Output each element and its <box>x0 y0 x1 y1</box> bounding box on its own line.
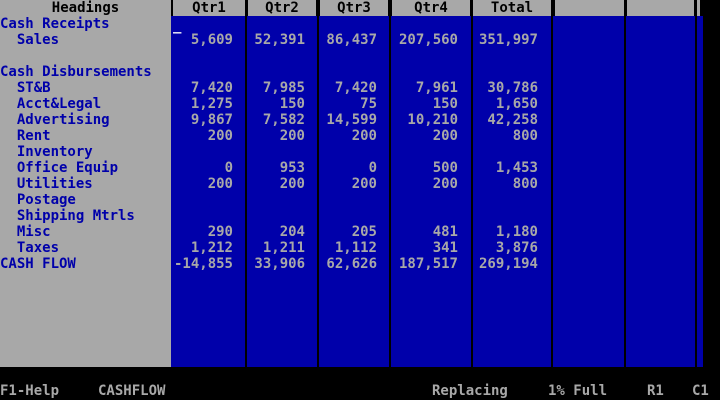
column-divider <box>695 0 697 367</box>
table-cell[interactable]: 7,582 <box>262 112 305 128</box>
table-cell[interactable]: 200 <box>207 176 233 192</box>
table-cell[interactable]: 200 <box>279 176 305 192</box>
table-cell[interactable]: 1,212 <box>190 240 233 256</box>
table-cell[interactable]: 42,258 <box>487 112 538 128</box>
file-name: CASHFLOW <box>98 383 166 399</box>
empty-header <box>697 0 700 16</box>
table-cell[interactable]: 62,626 <box>326 256 377 272</box>
cell-cursor: _ <box>173 18 182 34</box>
table-cell[interactable]: 200 <box>279 128 305 144</box>
table-cell[interactable]: 9,867 <box>190 112 233 128</box>
table-cell[interactable]: 207,560 <box>398 32 458 48</box>
edit-mode: Replacing <box>432 383 508 399</box>
column-divider <box>317 0 319 367</box>
table-cell[interactable]: 14,599 <box>326 112 377 128</box>
table-cell[interactable]: 953 <box>279 160 305 176</box>
table-cell[interactable]: 0 <box>224 160 233 176</box>
table-cell[interactable]: 200 <box>351 176 377 192</box>
table-cell[interactable]: 0 <box>368 160 377 176</box>
help-hint[interactable]: F1-Help <box>0 383 60 399</box>
empty-header <box>627 0 694 16</box>
total-header[interactable]: Total <box>473 0 551 16</box>
table-cell[interactable]: 351,997 <box>478 32 538 48</box>
table-cell[interactable]: 150 <box>279 96 305 112</box>
row-label[interactable]: CASH FLOW <box>0 256 76 272</box>
table-cell[interactable]: 481 <box>432 224 458 240</box>
current-row: R1 <box>647 383 664 399</box>
row-label[interactable]: Advertising <box>0 112 110 128</box>
table-cell[interactable]: 30,786 <box>487 80 538 96</box>
table-cell[interactable]: 1,275 <box>190 96 233 112</box>
row-label[interactable]: Shipping Mtrls <box>0 208 135 224</box>
table-cell[interactable]: 3,876 <box>495 240 538 256</box>
row-label[interactable]: Sales <box>0 32 60 48</box>
table-cell[interactable]: 200 <box>207 128 233 144</box>
row-label[interactable]: ST&B <box>0 80 51 96</box>
row-label[interactable]: Office Equip <box>0 160 119 176</box>
memory-used: 1% Full <box>548 383 608 399</box>
table-cell[interactable]: 1,650 <box>495 96 538 112</box>
current-column: C1 <box>692 383 709 399</box>
table-cell[interactable]: 800 <box>512 176 538 192</box>
row-label[interactable]: Utilities <box>0 176 93 192</box>
table-cell[interactable]: 200 <box>432 128 458 144</box>
table-cell[interactable]: 5,609 <box>190 32 233 48</box>
qtr4-header[interactable]: Qtr4 <box>392 0 470 16</box>
qtr3-header[interactable]: Qtr3 <box>320 0 388 16</box>
qtr2-header[interactable]: Qtr2 <box>248 0 316 16</box>
row-label[interactable]: Inventory <box>0 144 93 160</box>
table-cell[interactable]: 75 <box>360 96 377 112</box>
empty-header <box>555 0 624 16</box>
row-label[interactable]: Acct&Legal <box>0 96 102 112</box>
row-label[interactable]: Postage <box>0 192 76 208</box>
table-cell[interactable]: 7,420 <box>190 80 233 96</box>
headings-header[interactable]: Headings <box>0 0 171 16</box>
row-label[interactable]: Cash Receipts <box>0 16 110 32</box>
row-headings-panel <box>0 16 171 367</box>
table-cell[interactable]: 150 <box>432 96 458 112</box>
row-label[interactable]: Rent <box>0 128 51 144</box>
data-grid[interactable] <box>171 0 703 367</box>
table-cell[interactable]: 52,391 <box>254 32 305 48</box>
table-cell[interactable]: 187,517 <box>398 256 458 272</box>
table-cell[interactable]: 205 <box>351 224 377 240</box>
table-cell[interactable]: 341 <box>432 240 458 256</box>
table-cell[interactable]: 269,194 <box>478 256 538 272</box>
column-divider <box>389 0 391 367</box>
row-label[interactable]: Taxes <box>0 240 60 256</box>
column-divider <box>551 0 553 367</box>
table-cell[interactable]: -14,855 <box>173 256 233 272</box>
right-margin <box>703 16 720 367</box>
table-cell[interactable]: 1,180 <box>495 224 538 240</box>
table-cell[interactable]: 1,211 <box>262 240 305 256</box>
row-label[interactable]: Misc <box>0 224 51 240</box>
table-cell[interactable]: 7,985 <box>262 80 305 96</box>
table-cell[interactable]: 800 <box>512 128 538 144</box>
table-cell[interactable]: 500 <box>432 160 458 176</box>
table-cell[interactable]: 1,112 <box>334 240 377 256</box>
table-cell[interactable]: 33,906 <box>254 256 305 272</box>
table-cell[interactable]: 7,961 <box>415 80 458 96</box>
column-divider <box>471 0 473 367</box>
table-cell[interactable]: 1,453 <box>495 160 538 176</box>
row-label[interactable]: Cash Disbursements <box>0 64 152 80</box>
qtr1-header[interactable]: Qtr1 <box>173 0 245 16</box>
column-divider <box>624 0 626 367</box>
table-cell[interactable]: 200 <box>351 128 377 144</box>
column-divider <box>245 0 247 367</box>
table-cell[interactable]: 86,437 <box>326 32 377 48</box>
table-cell[interactable]: 7,420 <box>334 80 377 96</box>
table-cell[interactable]: 290 <box>207 224 233 240</box>
table-cell[interactable]: 200 <box>432 176 458 192</box>
table-cell[interactable]: 10,210 <box>407 112 458 128</box>
table-cell[interactable]: 204 <box>279 224 305 240</box>
